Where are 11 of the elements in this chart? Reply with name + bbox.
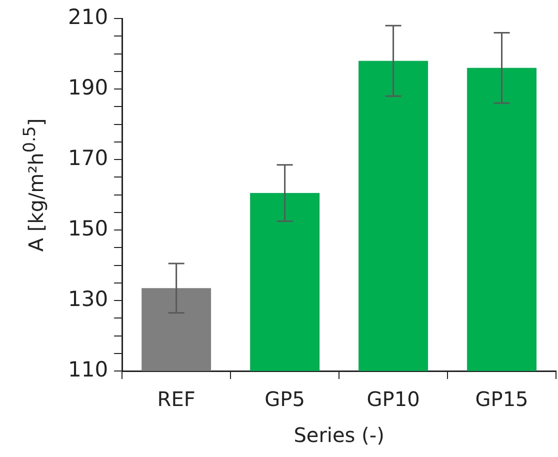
x-tick-label: GP15 [475, 387, 528, 412]
x-tick-label: REF [157, 387, 196, 412]
y-tick-label: 210 [68, 5, 108, 30]
x-axis-title: Series (-) [294, 423, 384, 448]
y-tick-label: 150 [68, 216, 108, 240]
y-tick-label: 170 [68, 146, 108, 170]
x-tick-label: GP5 [264, 387, 305, 412]
y-tick-label: 190 [68, 76, 108, 100]
x-tick-label: GP10 [366, 387, 420, 412]
y-tick-label: 130 [68, 286, 108, 311]
y-tick-label: 110 [68, 357, 108, 382]
